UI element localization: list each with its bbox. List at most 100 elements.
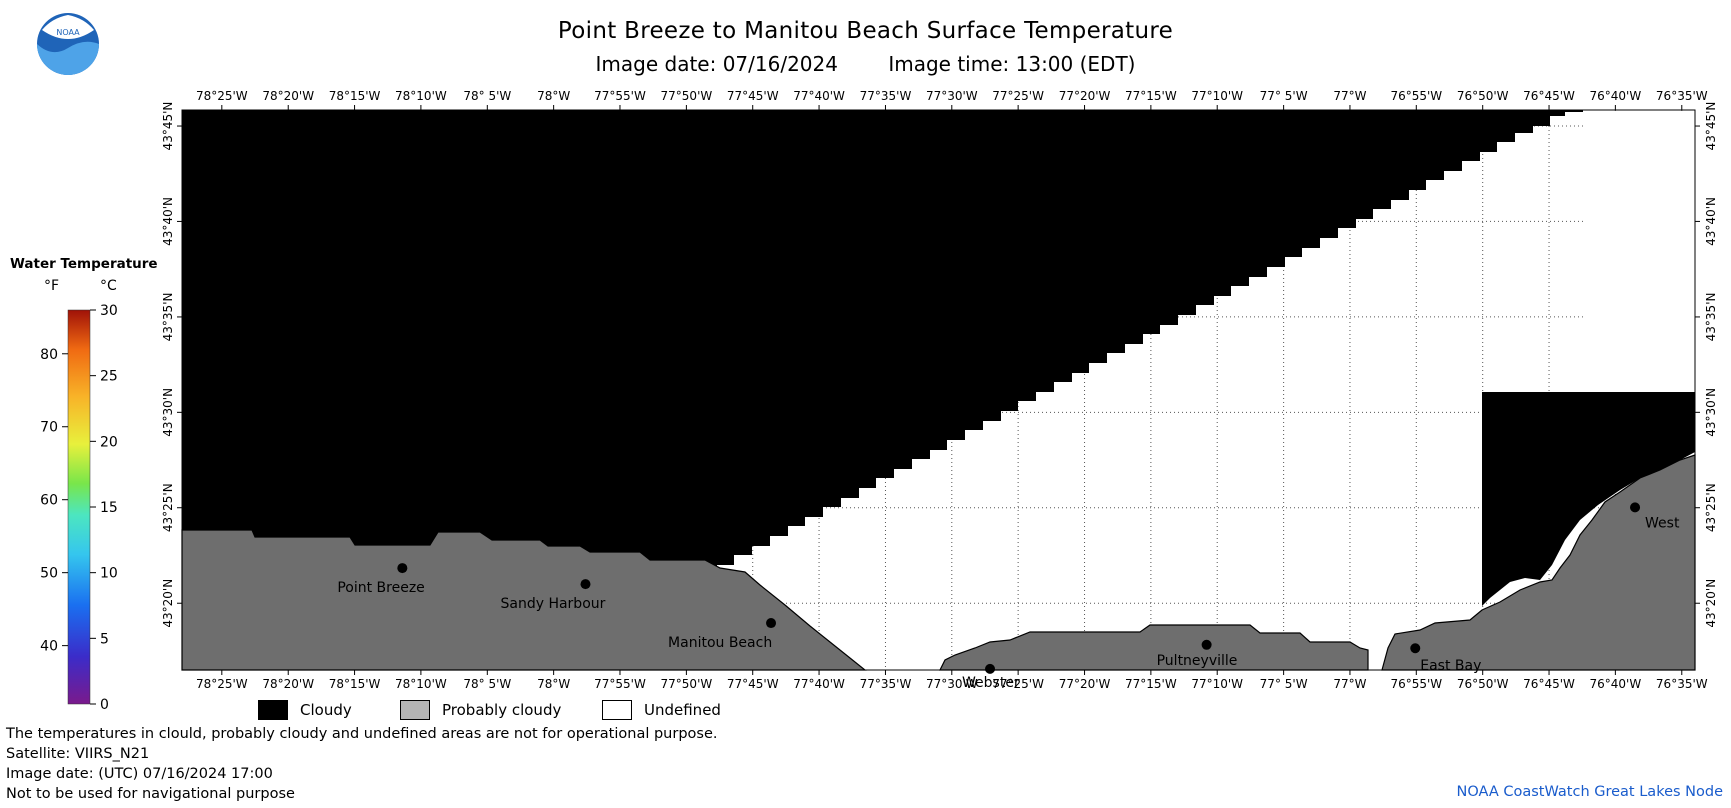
place-label: East Bay [1420, 658, 1481, 674]
colorbar-f-label: 80 [40, 347, 58, 363]
lon-label-bottom: 78°20'W [262, 677, 314, 691]
lon-label-bottom: 77°15'W [1125, 677, 1177, 691]
colorbar-f-label: 50 [40, 566, 58, 582]
lon-label-top: 77°15'W [1125, 89, 1177, 103]
legend-label-undefined: Undefined [644, 701, 721, 719]
lon-label-top: 77°35'W [860, 89, 912, 103]
colorbar-c-label: 30 [100, 303, 118, 319]
colorbar-title: Water Temperature [10, 256, 158, 272]
legend-swatch-probably-cloudy [400, 700, 430, 720]
lat-label-right: 43°30'N [1704, 388, 1718, 437]
lon-label-bottom: 77°20'W [1059, 677, 1111, 691]
noaa-logo-text: NOAA [56, 28, 80, 37]
lon-label-bottom: 78°10'W [395, 677, 447, 691]
lat-label-left: 43°20'N [161, 579, 175, 628]
note-satellite: Satellite: VIIRS_N21 [6, 746, 150, 762]
lon-label-top: 78° 5'W [463, 89, 511, 103]
land-east-shore [1381, 454, 1696, 671]
lon-label-top: 76°45'W [1523, 89, 1575, 103]
lon-label-top: 76°55'W [1390, 89, 1442, 103]
lon-label-top: 77°25'W [992, 89, 1044, 103]
lon-label-bottom: 77°25'W [992, 677, 1044, 691]
page-title: Point Breeze to Manitou Beach Surface Te… [557, 18, 1174, 44]
place-marker [766, 618, 777, 629]
lon-label-bottom: 78°15'W [329, 677, 381, 691]
legend-label-probably-cloudy: Probably cloudy [442, 701, 562, 719]
colorbar-c-label: 5 [100, 631, 109, 647]
place-label: Manitou Beach [668, 635, 772, 651]
lon-label-bottom: 77°W [1333, 677, 1366, 691]
land-central-shore [939, 624, 1369, 671]
place-label: West [1645, 515, 1680, 531]
note-operational: The temperatures in clould, probably clo… [6, 726, 718, 742]
colorbar-f-label: 40 [40, 639, 58, 655]
lon-label-top: 76°50'W [1457, 89, 1509, 103]
lat-label-right: 43°20'N [1704, 579, 1718, 628]
land-areas [181, 454, 1696, 671]
noaa-logo-wave [37, 41, 99, 75]
place-marker [580, 579, 591, 590]
place-label: Sandy Harbour [500, 596, 605, 612]
lon-label-top: 78°20'W [262, 89, 314, 103]
legend-label-cloudy: Cloudy [300, 701, 352, 719]
colorbar-c-label: 20 [100, 434, 118, 450]
lat-label-right: 43°25'N [1704, 483, 1718, 532]
colorbar-f-label: 70 [40, 420, 58, 436]
lon-label-top: 77° 5'W [1260, 89, 1308, 103]
colorbar-c-label: 0 [100, 697, 109, 713]
lon-label-top: 77°30'W [926, 89, 978, 103]
lon-label-bottom: 77°40'W [793, 677, 845, 691]
image-datetime: Image date: 07/16/2024 Image time: 13:00… [0, 52, 1731, 76]
lon-label-bottom: 76°55'W [1390, 677, 1442, 691]
lat-label-left: 43°30'N [161, 388, 175, 437]
place-marker [1410, 643, 1421, 654]
colorbar-f-unit: °F [44, 278, 60, 294]
note-utc-date: Image date: (UTC) 07/16/2024 17:00 [6, 766, 273, 782]
image-date: Image date: 07/16/2024 [595, 52, 838, 76]
legend-item-probably-cloudy: Probably cloudy [400, 697, 561, 723]
lon-label-top: 77°45'W [727, 89, 779, 103]
lat-label-left: 43°35'N [161, 293, 175, 342]
colorbar-f-label: 60 [40, 493, 58, 509]
legend: Cloudy Probably cloudy Undefined [258, 697, 1158, 723]
place-marker [1201, 639, 1212, 650]
colorbar-c-label: 15 [100, 500, 118, 516]
noaa-logo-gull [42, 15, 94, 39]
credit-link[interactable]: NOAA CoastWatch Great Lakes Node [1456, 784, 1723, 800]
lon-label-bottom: 76°45'W [1523, 677, 1575, 691]
lon-label-bottom: 77°35'W [860, 677, 912, 691]
footer-notes: The temperatures in clould, probably clo… [6, 724, 717, 804]
lon-label-bottom: 78° 5'W [463, 677, 511, 691]
lon-label-bottom: 76°50'W [1457, 677, 1509, 691]
legend-swatch-cloudy [258, 700, 288, 720]
lat-label-left: 43°25'N [161, 483, 175, 532]
lon-label-top: 77°55'W [594, 89, 646, 103]
lon-label-top: 77°10'W [1191, 89, 1243, 103]
lat-label-left: 43°40'N [161, 197, 175, 246]
lat-label-right: 43°45'N [1704, 102, 1718, 151]
undefined-east-region [1583, 112, 1695, 392]
lat-label-left: 43°45'N [161, 102, 175, 151]
cloud-mass-east [1482, 392, 1695, 606]
lon-label-bottom: 77°30'W [926, 677, 978, 691]
legend-item-undefined: Undefined [602, 697, 721, 723]
lon-label-top: 77°50'W [661, 89, 713, 103]
place-label: Point Breeze [337, 580, 424, 596]
place-marker [985, 663, 996, 674]
image-time: Image time: 13:00 (EDT) [888, 52, 1136, 76]
lon-label-bottom: 76°35'W [1656, 677, 1708, 691]
lon-label-top: 78°25'W [196, 89, 248, 103]
lon-label-top: 76°40'W [1590, 89, 1642, 103]
lon-label-bottom: 78°W [537, 677, 570, 691]
place-marker [397, 563, 408, 574]
legend-item-cloudy: Cloudy [258, 697, 352, 723]
lat-label-right: 43°35'N [1704, 293, 1718, 342]
colorbar-c-label: 25 [100, 369, 118, 385]
lon-label-top: 78°W [537, 89, 570, 103]
lon-label-top: 78°10'W [395, 89, 447, 103]
lat-label-right: 43°40'N [1704, 197, 1718, 246]
place-label: Webster [962, 675, 1020, 691]
lon-label-top: 77°40'W [793, 89, 845, 103]
place-marker [1630, 502, 1641, 513]
